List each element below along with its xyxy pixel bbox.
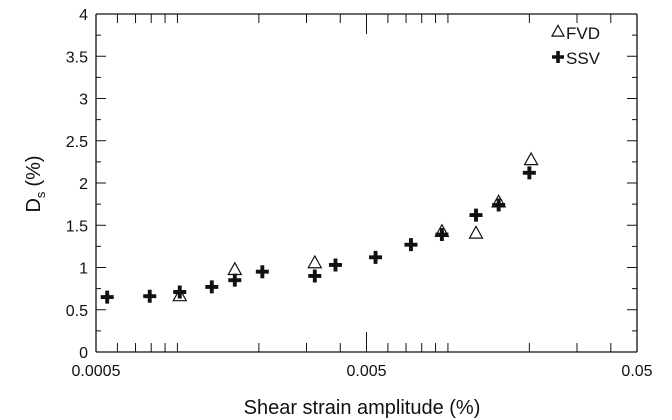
y-tick-label: 1 — [79, 261, 88, 278]
x-tick-label: 0.0005 — [72, 363, 121, 380]
fvd-point — [523, 151, 539, 166]
ssv-point — [255, 265, 269, 279]
legend: FVD SSV — [550, 24, 601, 68]
series-fvd — [172, 151, 539, 302]
legend-label-fvd: FVD — [566, 24, 600, 43]
y-axis-label: Ds (%) — [23, 155, 48, 212]
fvd-point — [307, 254, 323, 269]
ssv-point — [435, 228, 449, 242]
ssv-point — [469, 208, 483, 222]
ssv-point — [328, 258, 342, 272]
ssv-point — [100, 290, 114, 304]
fvd-point — [172, 287, 188, 302]
ssv-point — [143, 289, 157, 303]
y-axis-label-subscript: s — [33, 191, 48, 198]
y-axis-label-main: D — [23, 198, 45, 212]
legend-label-ssv: SSV — [566, 49, 601, 68]
y-axis-label-unit: (%) — [23, 155, 45, 186]
x-tick-label: 0.05 — [621, 363, 652, 380]
legend-ssv-icon — [552, 51, 564, 63]
ssv-point — [492, 198, 506, 212]
ssv-point — [308, 269, 322, 283]
ssv-point — [205, 280, 219, 294]
y-tick-label: 1.5 — [66, 218, 88, 235]
axis-ticks — [95, 13, 638, 353]
ssv-point — [228, 273, 242, 287]
y-tick-label: 3 — [79, 92, 88, 109]
fvd-point — [468, 225, 484, 239]
y-tick-label: 2 — [79, 176, 88, 193]
y-tick-label: 2.5 — [66, 134, 88, 151]
data-markers — [100, 151, 539, 304]
ssv-point — [404, 238, 418, 252]
y-tick-label: 4 — [79, 7, 88, 24]
tick-labels: 0 0.5 1 1.5 2 2.5 3 3.5 4 0.0005 0.005 0.05 — [66, 7, 653, 380]
x-tick-label: 0.005 — [346, 363, 386, 380]
series-ssv — [100, 166, 536, 304]
legend-fvd-icon — [550, 24, 566, 37]
y-tick-label: 0 — [79, 345, 88, 362]
y-tick-label: 0.5 — [66, 303, 88, 320]
plot-area — [95, 13, 638, 353]
ssv-point — [522, 166, 536, 180]
fvd-point — [227, 261, 243, 276]
y-tick-label: 3.5 — [66, 49, 88, 66]
x-axis-label: Shear strain amplitude (%) — [244, 397, 481, 419]
ssv-point — [369, 250, 383, 264]
ssv-point — [173, 285, 187, 299]
